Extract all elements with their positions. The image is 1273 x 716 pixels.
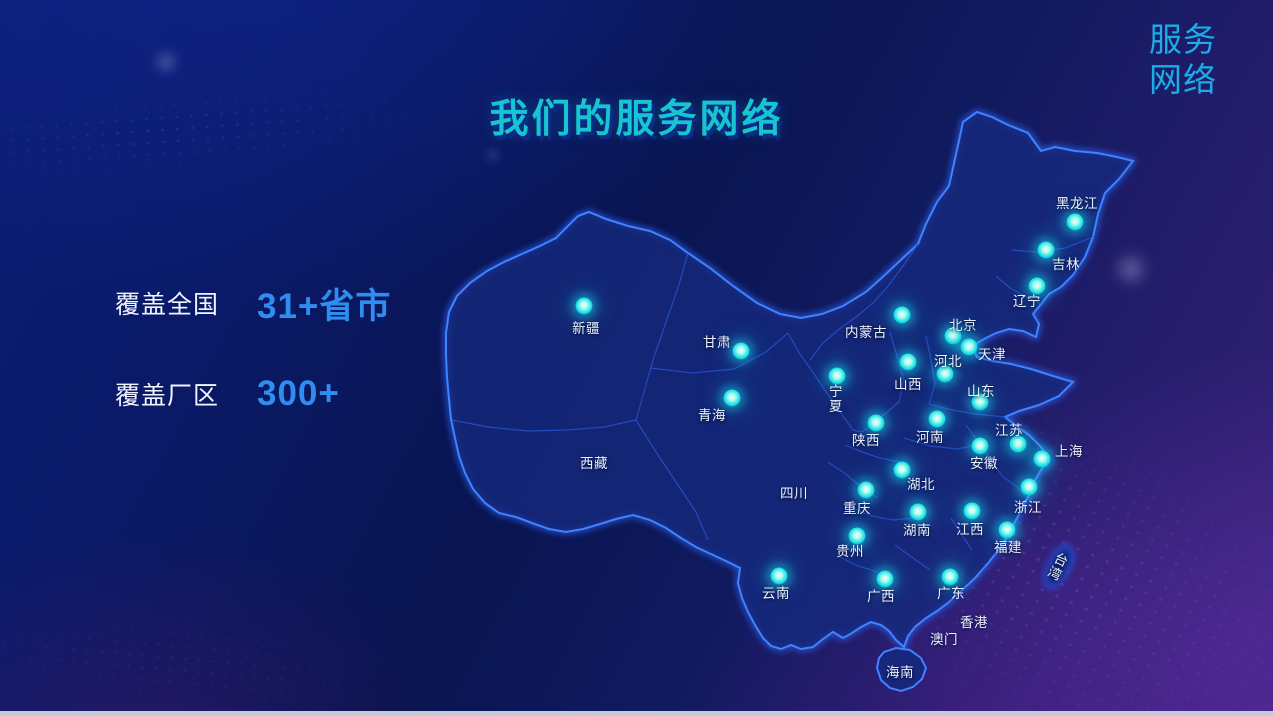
city-dot-重庆	[857, 481, 875, 499]
city-dot-山西	[899, 353, 917, 371]
city-dot-广东	[941, 568, 959, 586]
city-dot-上海	[1033, 450, 1051, 468]
stat-label: 覆盖全国	[115, 291, 220, 319]
province-label-安徽: 安徽	[970, 456, 998, 471]
city-dot-吉林	[1037, 241, 1055, 259]
province-label-河南: 河南	[916, 430, 944, 445]
province-label-山东: 山东	[967, 384, 995, 399]
province-label-台湾: 台湾	[1045, 550, 1071, 584]
province-label-辽宁: 辽宁	[1013, 294, 1041, 309]
province-label-江苏: 江苏	[995, 423, 1023, 438]
city-dot-甘肃	[732, 342, 750, 360]
city-dot-青海	[723, 389, 741, 407]
corner-tag-line1: 服务	[1149, 21, 1217, 58]
hainan-island	[875, 646, 928, 693]
city-dot-广西	[876, 570, 894, 588]
city-dot-北京	[944, 327, 962, 345]
province-label-宁夏: 宁夏	[829, 383, 843, 414]
city-dot-云南	[770, 567, 788, 585]
city-dot-福建	[998, 521, 1016, 539]
province-label-广西: 广西	[867, 589, 895, 604]
city-dot-黑龙江	[1066, 213, 1084, 231]
city-dot-浙江	[1020, 478, 1038, 496]
city-dot-山东	[971, 393, 989, 411]
corner-tag: 服务 网络	[1149, 20, 1217, 101]
city-dot-天津	[960, 338, 978, 356]
province-label-上海: 上海	[1055, 444, 1083, 459]
province-label-贵州: 贵州	[836, 544, 864, 559]
city-dot-江苏	[1009, 435, 1027, 453]
province-label-河北: 河北	[934, 354, 962, 369]
stat-value: 31+省市	[257, 286, 392, 326]
stat-label: 覆盖厂区	[115, 382, 220, 410]
city-dot-湖北	[893, 461, 911, 479]
stats-panel: 覆盖全国 31+省市 覆盖厂区 300+	[115, 283, 391, 414]
taiwan-island	[1043, 543, 1075, 590]
city-dot-江西	[963, 502, 981, 520]
corner-tag-line2: 网络	[1149, 61, 1217, 99]
province-label-澳门: 澳门	[930, 632, 958, 647]
province-label-青海: 青海	[698, 408, 726, 423]
mainland-path	[445, 110, 1135, 651]
city-dot-贵州	[848, 527, 866, 545]
province-label-湖南: 湖南	[903, 523, 931, 538]
province-label-山西: 山西	[894, 377, 922, 392]
province-label-甘肃: 甘肃	[703, 335, 731, 350]
province-label-湖北: 湖北	[907, 477, 935, 492]
city-dot-河南	[928, 410, 946, 428]
province-label-陕西: 陕西	[852, 433, 880, 448]
province-label-西藏: 西藏	[580, 456, 608, 471]
province-label-新疆: 新疆	[572, 321, 600, 336]
stat-row-coverage-provinces: 覆盖全国 31+省市	[115, 283, 391, 326]
province-label-吉林: 吉林	[1052, 257, 1080, 272]
city-dot-内蒙古	[893, 306, 911, 324]
province-label-四川: 四川	[780, 486, 808, 501]
stat-value: 300+	[257, 374, 340, 413]
province-label-香港: 香港	[960, 615, 988, 630]
city-dot-宁夏	[828, 367, 846, 385]
province-label-福建: 福建	[994, 540, 1022, 555]
city-dot-湖南	[909, 503, 927, 521]
province-label-北京: 北京	[949, 318, 977, 333]
bottom-edge-strip	[0, 711, 1273, 716]
province-label-黑龙江: 黑龙江	[1056, 196, 1098, 211]
city-dot-陕西	[867, 414, 885, 432]
page-title: 我们的服务网络	[489, 98, 784, 142]
province-label-江西: 江西	[956, 522, 984, 537]
province-label-云南: 云南	[762, 586, 790, 601]
province-label-广东: 广东	[937, 586, 965, 601]
province-label-内蒙古: 内蒙古	[845, 325, 887, 340]
city-dot-辽宁	[1028, 277, 1046, 295]
province-label-重庆: 重庆	[843, 501, 871, 516]
province-label-海南: 海南	[886, 665, 914, 680]
province-label-浙江: 浙江	[1014, 500, 1042, 515]
city-dot-河北	[936, 365, 954, 383]
stat-row-coverage-factories: 覆盖厂区 300+	[115, 374, 391, 414]
city-dot-安徽	[971, 437, 989, 455]
city-dot-新疆	[575, 297, 593, 315]
province-label-天津: 天津	[978, 347, 1006, 362]
